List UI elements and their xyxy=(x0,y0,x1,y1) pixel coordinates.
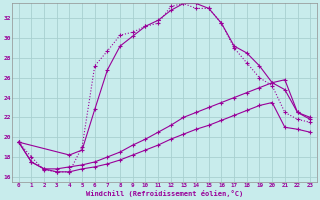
X-axis label: Windchill (Refroidissement éolien,°C): Windchill (Refroidissement éolien,°C) xyxy=(86,190,243,197)
